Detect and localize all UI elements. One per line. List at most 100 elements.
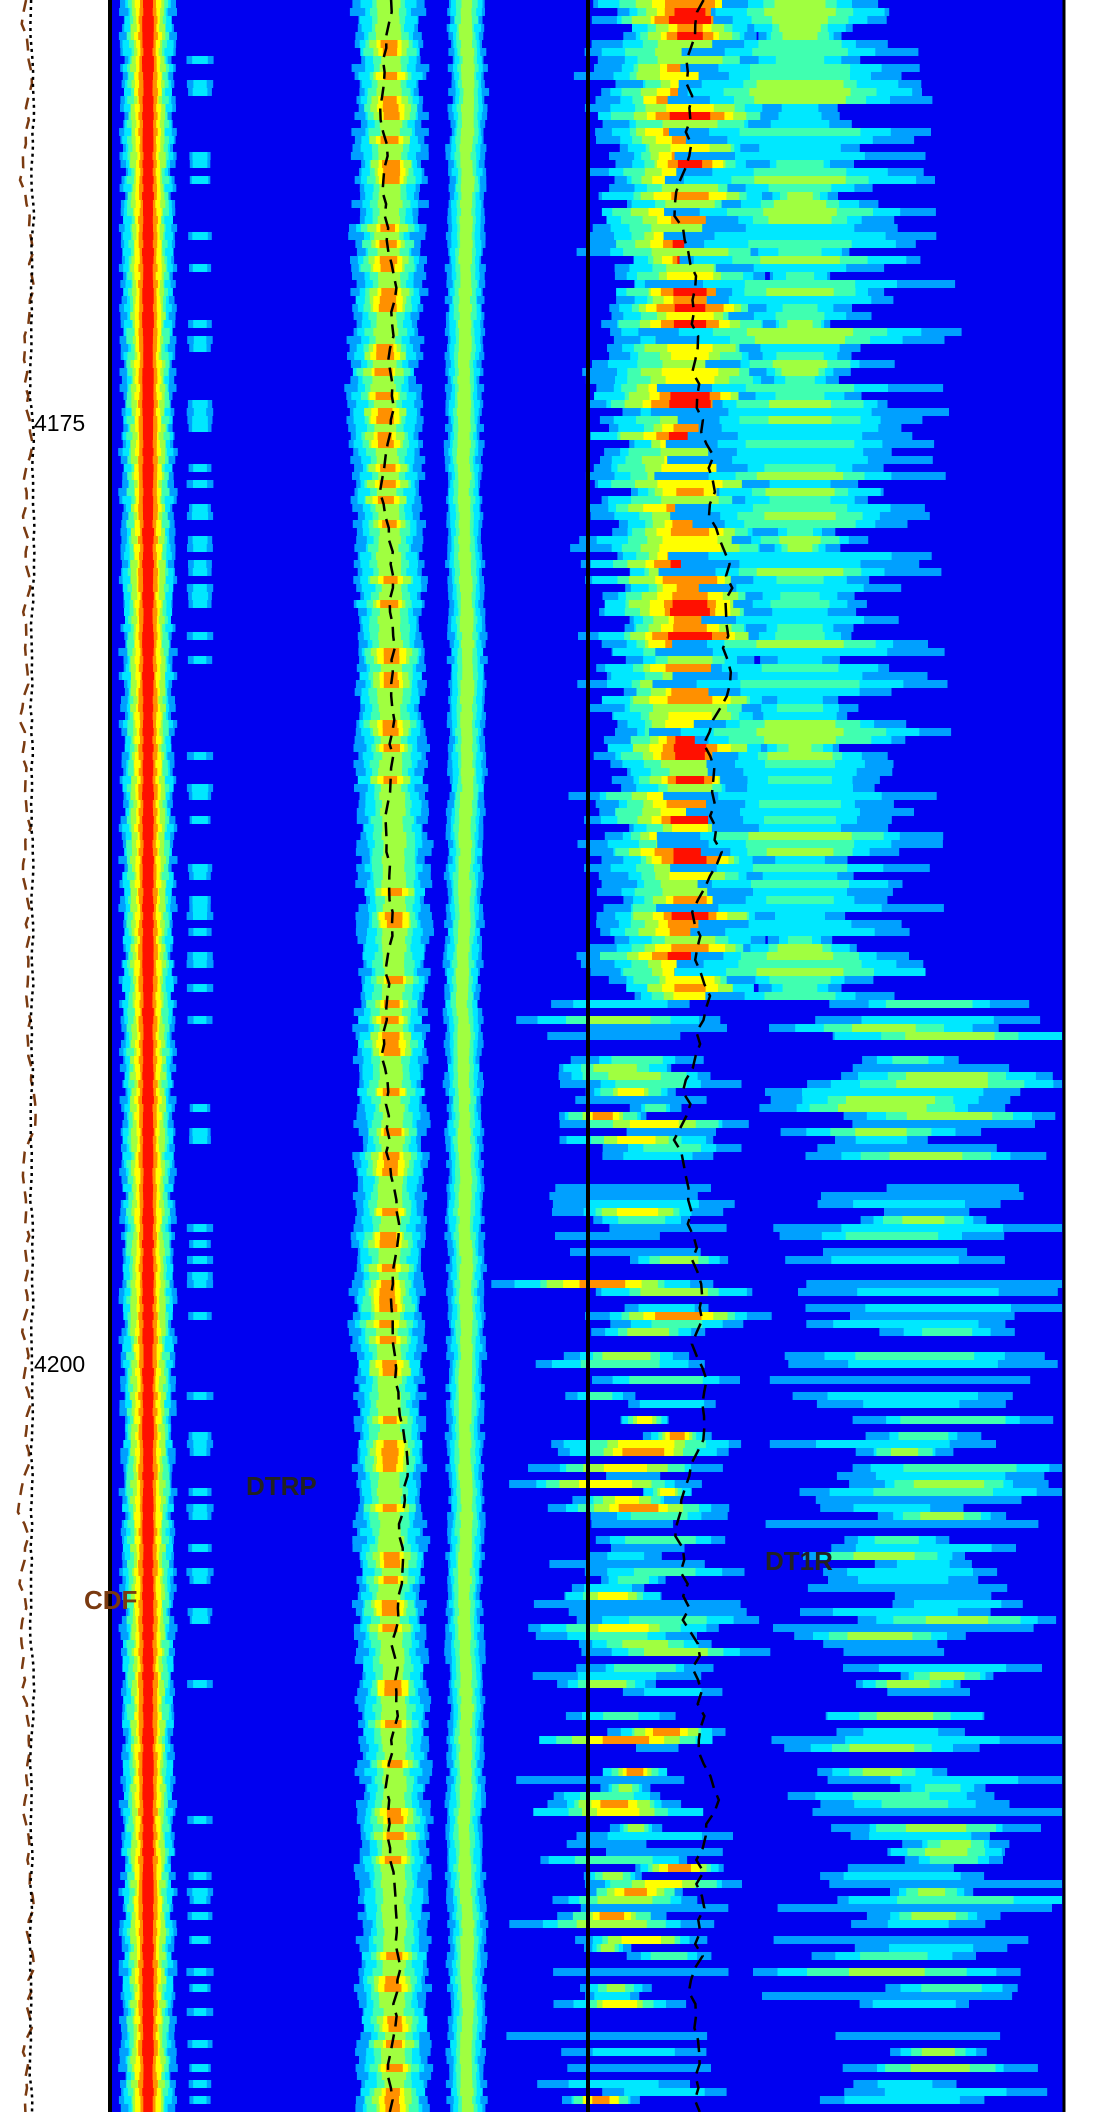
heat-cell [143, 992, 153, 1000]
heat-cell [142, 128, 154, 136]
heat-cell [385, 1720, 402, 1728]
heat-cell [380, 264, 395, 272]
heat-cell [579, 1280, 626, 1288]
heat-cell [193, 1312, 207, 1320]
heat-cell [463, 96, 474, 104]
heat-cell [458, 1376, 472, 1384]
heat-cell [668, 632, 712, 640]
heat-cell [193, 1016, 207, 1024]
heat-cell [777, 696, 823, 704]
heat-cell [886, 1680, 930, 1688]
heat-cell [573, 1000, 668, 1008]
heat-cell [775, 856, 825, 864]
heat-cell [143, 216, 153, 224]
heat-cell [781, 104, 819, 112]
heat-cell [762, 872, 838, 880]
heat-cell [779, 536, 821, 544]
heat-cell [456, 456, 470, 464]
heat-cell [618, 1504, 659, 1512]
heat-cell [458, 824, 471, 832]
heat-cell [378, 280, 401, 288]
heat-cell [651, 224, 729, 232]
heat-cell [192, 1608, 208, 1616]
heat-cell [460, 1488, 473, 1496]
heat-cell [787, 528, 813, 536]
heat-cell [756, 968, 844, 976]
heat-cell [143, 1688, 153, 1696]
heat-cell [748, 920, 852, 928]
heat-cell [142, 1504, 154, 1512]
heat-cell [750, 72, 850, 80]
heat-cell [659, 1256, 699, 1264]
heat-cell [779, 24, 821, 32]
heat-cell [458, 360, 470, 368]
heat-cell [759, 144, 841, 152]
heat-cell [143, 72, 153, 80]
heat-cell [460, 1672, 472, 1680]
heat-cell [192, 152, 208, 160]
heat-cell [671, 912, 709, 920]
heat-cell [379, 64, 402, 72]
heat-cell [381, 880, 407, 888]
heat-cell [142, 400, 154, 408]
heat-cell [384, 1560, 401, 1568]
heat-cell [142, 952, 154, 960]
heat-cell [458, 536, 471, 544]
heat-cell [374, 424, 397, 432]
heat-cell [382, 104, 399, 112]
heat-cell [674, 8, 706, 16]
heat-cell [457, 376, 470, 384]
heat-cell [457, 464, 470, 472]
heat-cell [192, 264, 208, 272]
heat-cell [920, 1512, 964, 1520]
heat-cell [143, 264, 153, 272]
heat-cell [461, 112, 474, 120]
heat-cell [457, 1136, 470, 1144]
heat-cell [142, 1376, 154, 1384]
heat-cell [384, 1680, 402, 1688]
heat-cell [746, 328, 854, 336]
heat-cell [821, 1192, 1024, 1200]
heat-cell [913, 1480, 985, 1488]
heat-cell [766, 896, 834, 904]
heat-cell [142, 1008, 154, 1016]
heat-cell [142, 1440, 154, 1448]
heat-cell [142, 368, 154, 376]
heat-cell [665, 720, 715, 728]
heat-cell [193, 1224, 207, 1232]
heat-cell [657, 480, 723, 488]
heat-cell [457, 1616, 470, 1624]
heat-cell [378, 1392, 401, 1400]
heat-cell [191, 592, 209, 600]
heat-cell [381, 1016, 399, 1024]
heat-cell [459, 800, 472, 808]
heat-cell [380, 1520, 400, 1528]
heat-cell [460, 152, 471, 160]
heat-cell [914, 1600, 1002, 1608]
heat-cell [460, 720, 472, 728]
heat-cell [662, 576, 718, 584]
heat-cell [579, 1480, 633, 1488]
heat-cell [382, 1504, 397, 1512]
heat-cell [381, 1144, 403, 1152]
heat-cell [142, 464, 154, 472]
heat-cell [876, 1712, 934, 1720]
heat-cell [459, 616, 474, 624]
heat-cell [193, 1240, 207, 1248]
heat-cell [458, 1440, 472, 1448]
heat-cell [456, 984, 469, 992]
heat-cell [384, 1160, 398, 1168]
heat-cell [461, 760, 473, 768]
heat-cell [665, 376, 715, 384]
heat-cell [142, 984, 154, 992]
heat-cell [193, 912, 207, 920]
heat-cell [774, 0, 826, 8]
heat-cell [458, 24, 473, 32]
heat-cell [379, 1008, 402, 1016]
heat-cell [769, 1376, 1031, 1384]
heat-cell [377, 8, 399, 16]
heat-cell [622, 1640, 669, 1648]
heat-cell [459, 1096, 471, 1104]
heat-cell [459, 1608, 471, 1616]
heat-cell [745, 384, 855, 392]
